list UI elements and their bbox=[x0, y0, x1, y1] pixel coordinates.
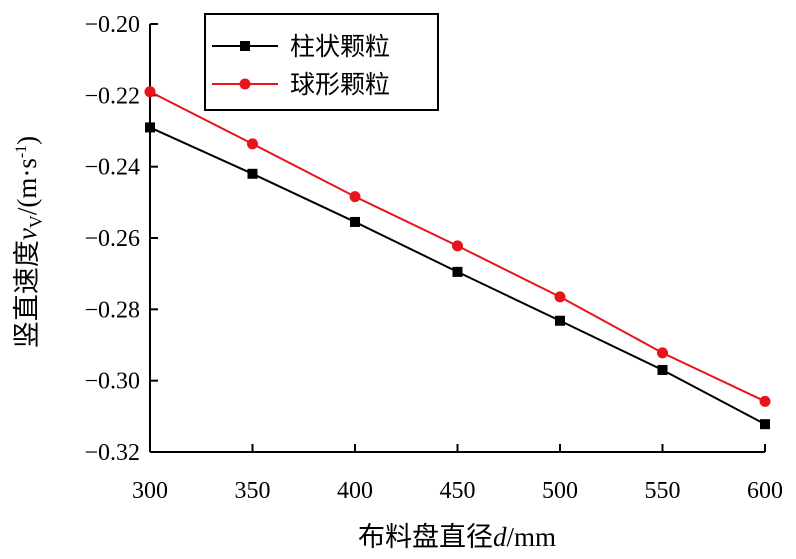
legend-marker-circle bbox=[239, 78, 251, 90]
data-point-square bbox=[350, 216, 360, 227]
x-axis-title-var: d bbox=[493, 522, 507, 552]
x-tick-label: 600 bbox=[747, 478, 783, 504]
y-axis-title-sub: V bbox=[26, 215, 46, 228]
data-point-square bbox=[247, 168, 258, 179]
data-point-circle bbox=[759, 395, 771, 407]
x-tick-label: 550 bbox=[645, 478, 681, 504]
data-point-square bbox=[760, 419, 770, 430]
data-point-circle bbox=[657, 347, 668, 359]
legend-label: 柱状颗粒 bbox=[290, 32, 390, 61]
data-point-circle bbox=[554, 291, 566, 303]
y-tick-label: −0.24 bbox=[84, 155, 140, 181]
y-tick-label: −0.30 bbox=[84, 369, 140, 395]
y-tick-label: −0.26 bbox=[84, 226, 140, 252]
data-point-circle bbox=[144, 86, 156, 98]
y-tick-label: −0.32 bbox=[84, 440, 140, 466]
series-2 bbox=[144, 86, 771, 407]
y-axis-title: 竖直速度vV/(m·s-1) bbox=[12, 136, 46, 348]
data-point-square bbox=[452, 266, 463, 277]
data-point-square bbox=[145, 122, 155, 133]
y-axis-title-unit-open: /(m·s bbox=[12, 158, 42, 215]
y-axis-title-pre: 竖直速度 bbox=[12, 240, 43, 348]
y-tick-label: −0.20 bbox=[84, 12, 140, 38]
data-point-circle bbox=[349, 191, 361, 203]
data-point-square bbox=[657, 364, 668, 375]
y-ticks: −0.20 −0.22 −0.24 −0.26 −0.28 −0.30 −0.32 bbox=[84, 12, 158, 466]
legend-marker-square bbox=[240, 41, 250, 51]
x-tick-label: 350 bbox=[235, 478, 271, 504]
legend-box bbox=[204, 13, 439, 111]
x-axis-title-unit: /mm bbox=[506, 522, 556, 552]
y-tick-label: −0.22 bbox=[84, 83, 140, 109]
data-point-square bbox=[555, 315, 565, 326]
y-axis-title-unit-close: ) bbox=[12, 136, 42, 145]
x-axis-title-pre: 布料盘直径 bbox=[358, 522, 493, 553]
y-tick-label: −0.28 bbox=[84, 297, 140, 323]
x-tick-label: 300 bbox=[132, 478, 168, 504]
data-point-circle bbox=[247, 138, 258, 150]
series-layer bbox=[144, 86, 771, 430]
legend-label: 球形颗粒 bbox=[290, 70, 390, 99]
y-axis-title-var: v bbox=[12, 228, 42, 240]
x-tick-label: 450 bbox=[440, 478, 476, 504]
data-point-circle bbox=[452, 240, 463, 252]
x-ticks: 300 350 400 450 500 550 600 bbox=[132, 444, 783, 504]
x-axis-title: 布料盘直径d/mm bbox=[358, 522, 556, 553]
series-1 bbox=[145, 122, 770, 430]
x-tick-label: 500 bbox=[542, 478, 578, 504]
y-axis-title-sup: -1 bbox=[13, 145, 30, 158]
x-tick-label: 400 bbox=[337, 478, 373, 504]
